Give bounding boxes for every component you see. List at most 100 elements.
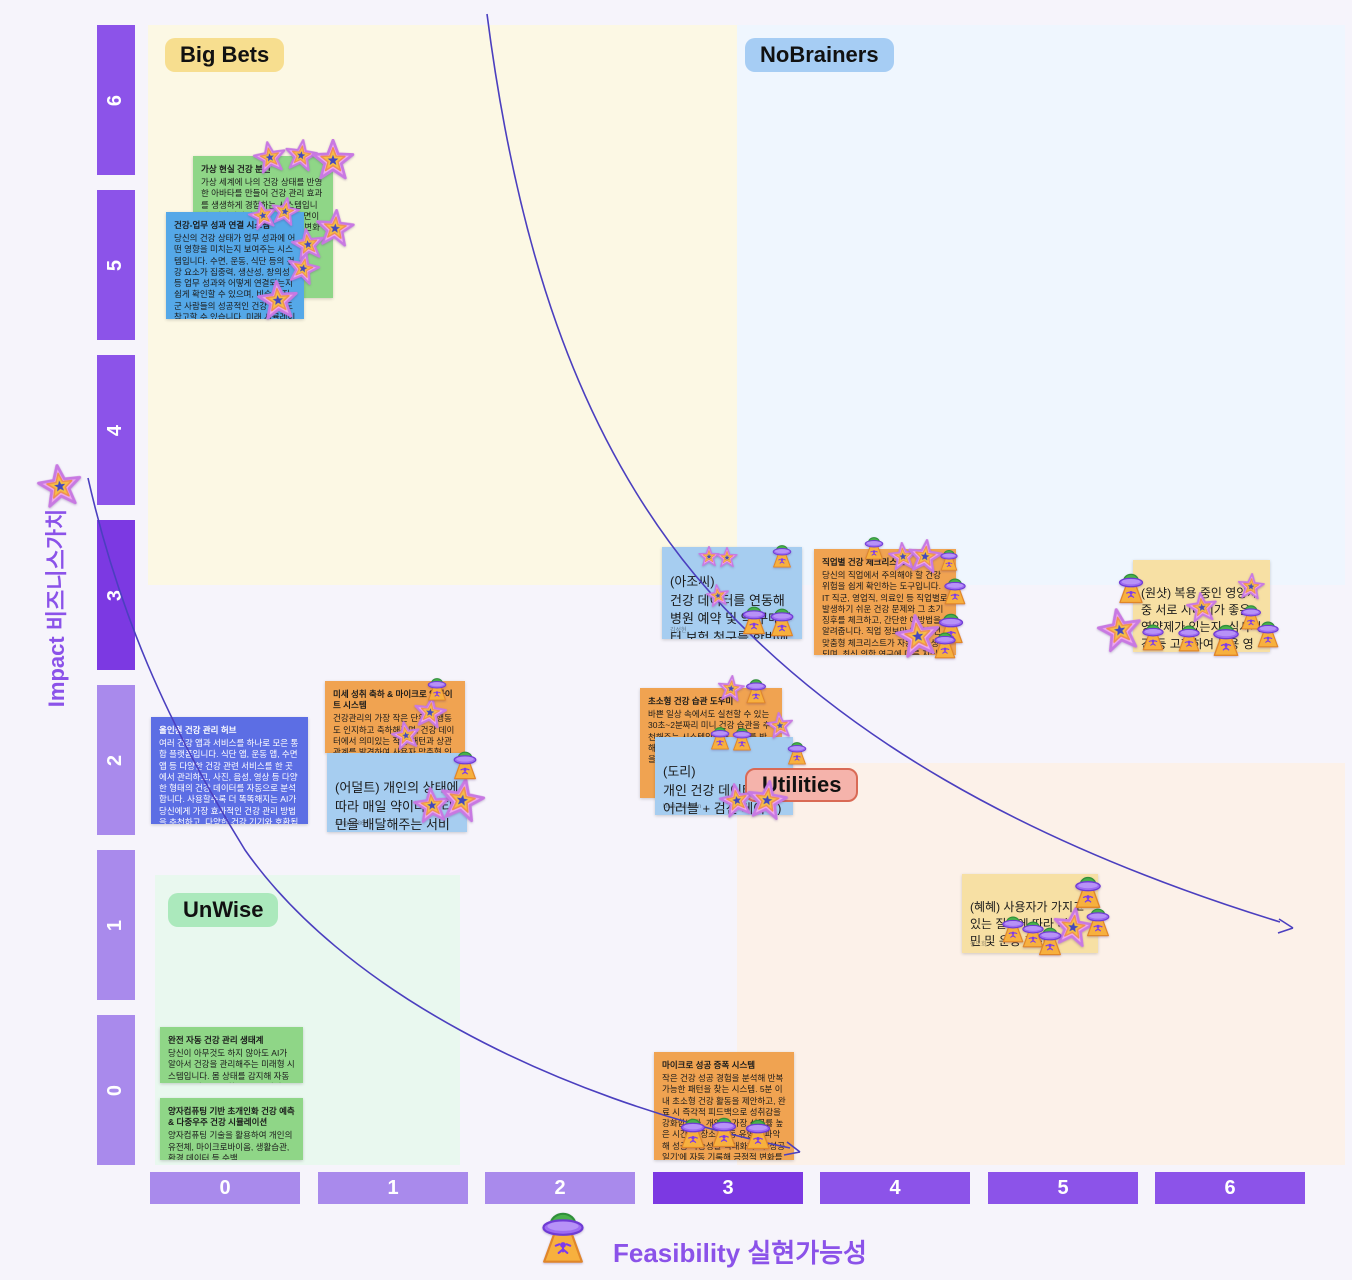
- y-axis-tile-5[interactable]: 5: [97, 190, 135, 340]
- note-title: 올인원 건강 관리 허브: [159, 725, 237, 735]
- bigbets-label[interactable]: Big Bets: [165, 38, 285, 72]
- sticky-note-allinone-hub[interactable]: 올인원 건강 관리 허브 여러 건강 앱과 서비스를 하나로 모은 통합 플랫폼…: [151, 717, 308, 824]
- ufo-sticker[interactable]: [707, 1115, 741, 1149]
- star-sticker[interactable]: [435, 774, 488, 827]
- y-axis-tile-2[interactable]: 2: [97, 685, 135, 835]
- star-sticker[interactable]: [250, 138, 289, 177]
- note-title: 양자컴퓨팅 기반 초개인화 건강 예측 & 다중우주 건강 시뮬레이션: [168, 1106, 295, 1128]
- note-author: 김성현: [670, 628, 687, 635]
- x-tick-label: 1: [387, 1176, 399, 1199]
- ufo-sticker[interactable]: [741, 1117, 775, 1151]
- ufo-sticker[interactable]: [1114, 571, 1148, 605]
- ufo-sticker[interactable]: [729, 726, 755, 752]
- nobrainers-label[interactable]: NoBrainers: [745, 38, 894, 72]
- y-tick-label: 0: [104, 1084, 127, 1096]
- star-sticker[interactable]: [743, 777, 790, 824]
- star-sticker[interactable]: [1049, 904, 1096, 951]
- x-tick-label: 0: [219, 1176, 231, 1199]
- star-sticker[interactable]: [905, 537, 945, 577]
- x-tick-label: 6: [1224, 1176, 1236, 1199]
- star-sticker[interactable]: [892, 611, 944, 663]
- x-axis-tile-4[interactable]: 4: [820, 1172, 970, 1204]
- ufo-sticker[interactable]: [1253, 619, 1283, 649]
- ufo-sticker[interactable]: [742, 677, 770, 705]
- star-sticker[interactable]: [1236, 572, 1266, 602]
- y-tick-label: 5: [104, 259, 127, 271]
- y-axis-tile-1[interactable]: 1: [97, 850, 135, 1000]
- ufo-sticker[interactable]: [937, 548, 961, 572]
- ufo-sticker[interactable]: [784, 740, 810, 766]
- utilities-quadrant-area: [737, 763, 1345, 1165]
- star-sticker[interactable]: [1184, 590, 1220, 626]
- sticky-note-auto-ecosystem[interactable]: 완전 자동 건강 관리 생태계 당신이 아무것도 하지 않아도 AI가 알아서 …: [160, 1027, 303, 1083]
- star-sticker[interactable]: [698, 546, 720, 568]
- ufo-sticker[interactable]: [766, 606, 798, 638]
- star-sticker[interactable]: [716, 780, 758, 822]
- x-axis-tile-0[interactable]: 0: [150, 1172, 300, 1204]
- ufo-sticker[interactable]: [1034, 925, 1066, 957]
- y-axis-tile-4[interactable]: 4: [97, 355, 135, 505]
- ufo-sticker[interactable]: [1174, 623, 1204, 653]
- ufo-sticker[interactable]: [707, 725, 733, 751]
- note-title: 가상 현실 건강 분신: [201, 164, 271, 174]
- y-axis-tile-3[interactable]: 3: [97, 520, 135, 670]
- ufo-sticker[interactable]: [449, 749, 481, 781]
- note-title: 완전 자동 건강 관리 생태계: [168, 1035, 264, 1045]
- sticky-note-quantum-simulation[interactable]: 양자컴퓨팅 기반 초개인화 건강 예측 & 다중우주 건강 시뮬레이션 양자컴퓨…: [160, 1098, 303, 1160]
- x-axis-tile-5[interactable]: 5: [988, 1172, 1138, 1204]
- star-sticker[interactable]: [411, 785, 453, 827]
- y-axis-tile-6[interactable]: 6: [97, 25, 135, 175]
- ufo-sticker[interactable]: [534, 1208, 592, 1266]
- star-sticker[interactable]: [289, 226, 327, 264]
- ufo-sticker[interactable]: [676, 1116, 710, 1150]
- star-sticker[interactable]: [268, 195, 303, 230]
- ufo-sticker[interactable]: [861, 535, 887, 561]
- y-tick-label: 1: [104, 919, 127, 931]
- x-axis-tile-3[interactable]: 3: [653, 1172, 803, 1204]
- star-sticker[interactable]: [283, 249, 323, 289]
- star-sticker[interactable]: [313, 207, 356, 250]
- ufo-sticker[interactable]: [1208, 622, 1244, 658]
- y-axis-tile-0[interactable]: 0: [97, 1015, 135, 1165]
- ufo-sticker[interactable]: [1082, 906, 1114, 938]
- star-sticker[interactable]: [716, 674, 747, 705]
- ufo-sticker[interactable]: [1237, 603, 1265, 631]
- ufo-sticker[interactable]: [769, 543, 795, 569]
- ufo-sticker[interactable]: [1138, 622, 1168, 652]
- nobrainers-quadrant-area: [737, 25, 1345, 585]
- x-axis-tile-1[interactable]: 1: [318, 1172, 468, 1204]
- star-sticker[interactable]: [411, 694, 449, 732]
- ufo-sticker[interactable]: [998, 914, 1028, 944]
- x-tick-label: 2: [554, 1176, 566, 1199]
- note-body: 양자컴퓨팅 기술을 활용하여 개인의 유전체, 마이크로바이옴, 생활습관, 환…: [168, 1130, 293, 1160]
- note-author: 장도희: [970, 942, 987, 949]
- x-tick-label: 4: [889, 1176, 901, 1199]
- star-sticker[interactable]: [34, 461, 86, 513]
- unwise-label[interactable]: UnWise: [168, 893, 279, 927]
- star-sticker[interactable]: [704, 582, 731, 609]
- star-sticker[interactable]: [1093, 604, 1146, 657]
- star-sticker[interactable]: [311, 139, 355, 183]
- y-axis-title[interactable]: Impact 비즈니스가치: [44, 508, 69, 708]
- ufo-sticker[interactable]: [1070, 874, 1106, 910]
- note-author: sungmi8867: [335, 821, 368, 828]
- ufo-sticker[interactable]: [424, 676, 450, 702]
- note-body: 당신이 아무것도 하지 않아도 AI가 알아서 건강을 관리해주는 미래형 시스…: [168, 1048, 295, 1083]
- star-sticker[interactable]: [282, 137, 320, 175]
- star-sticker[interactable]: [245, 198, 281, 234]
- star-sticker[interactable]: [255, 278, 301, 324]
- x-axis-title[interactable]: Feasibility 실현가능성: [613, 1238, 867, 1268]
- star-sticker[interactable]: [716, 547, 738, 569]
- y-tick-label: 2: [104, 754, 127, 766]
- note-title: 건강-업무 성과 연결 시스템: [174, 220, 270, 230]
- x-axis-tile-2[interactable]: 2: [485, 1172, 635, 1204]
- star-sticker[interactable]: [389, 719, 424, 754]
- star-sticker[interactable]: [765, 711, 796, 742]
- x-axis-tile-6[interactable]: 6: [1155, 1172, 1305, 1204]
- ufo-sticker[interactable]: [1018, 919, 1048, 949]
- ufo-sticker[interactable]: [738, 604, 770, 636]
- ufo-sticker[interactable]: [940, 576, 970, 606]
- ufo-sticker[interactable]: [930, 630, 960, 660]
- sticky-note-health-work-link[interactable]: 건강-업무 성과 연결 시스템 당신의 건강 상태가 업무 성과에 어떤 영향을…: [166, 212, 304, 319]
